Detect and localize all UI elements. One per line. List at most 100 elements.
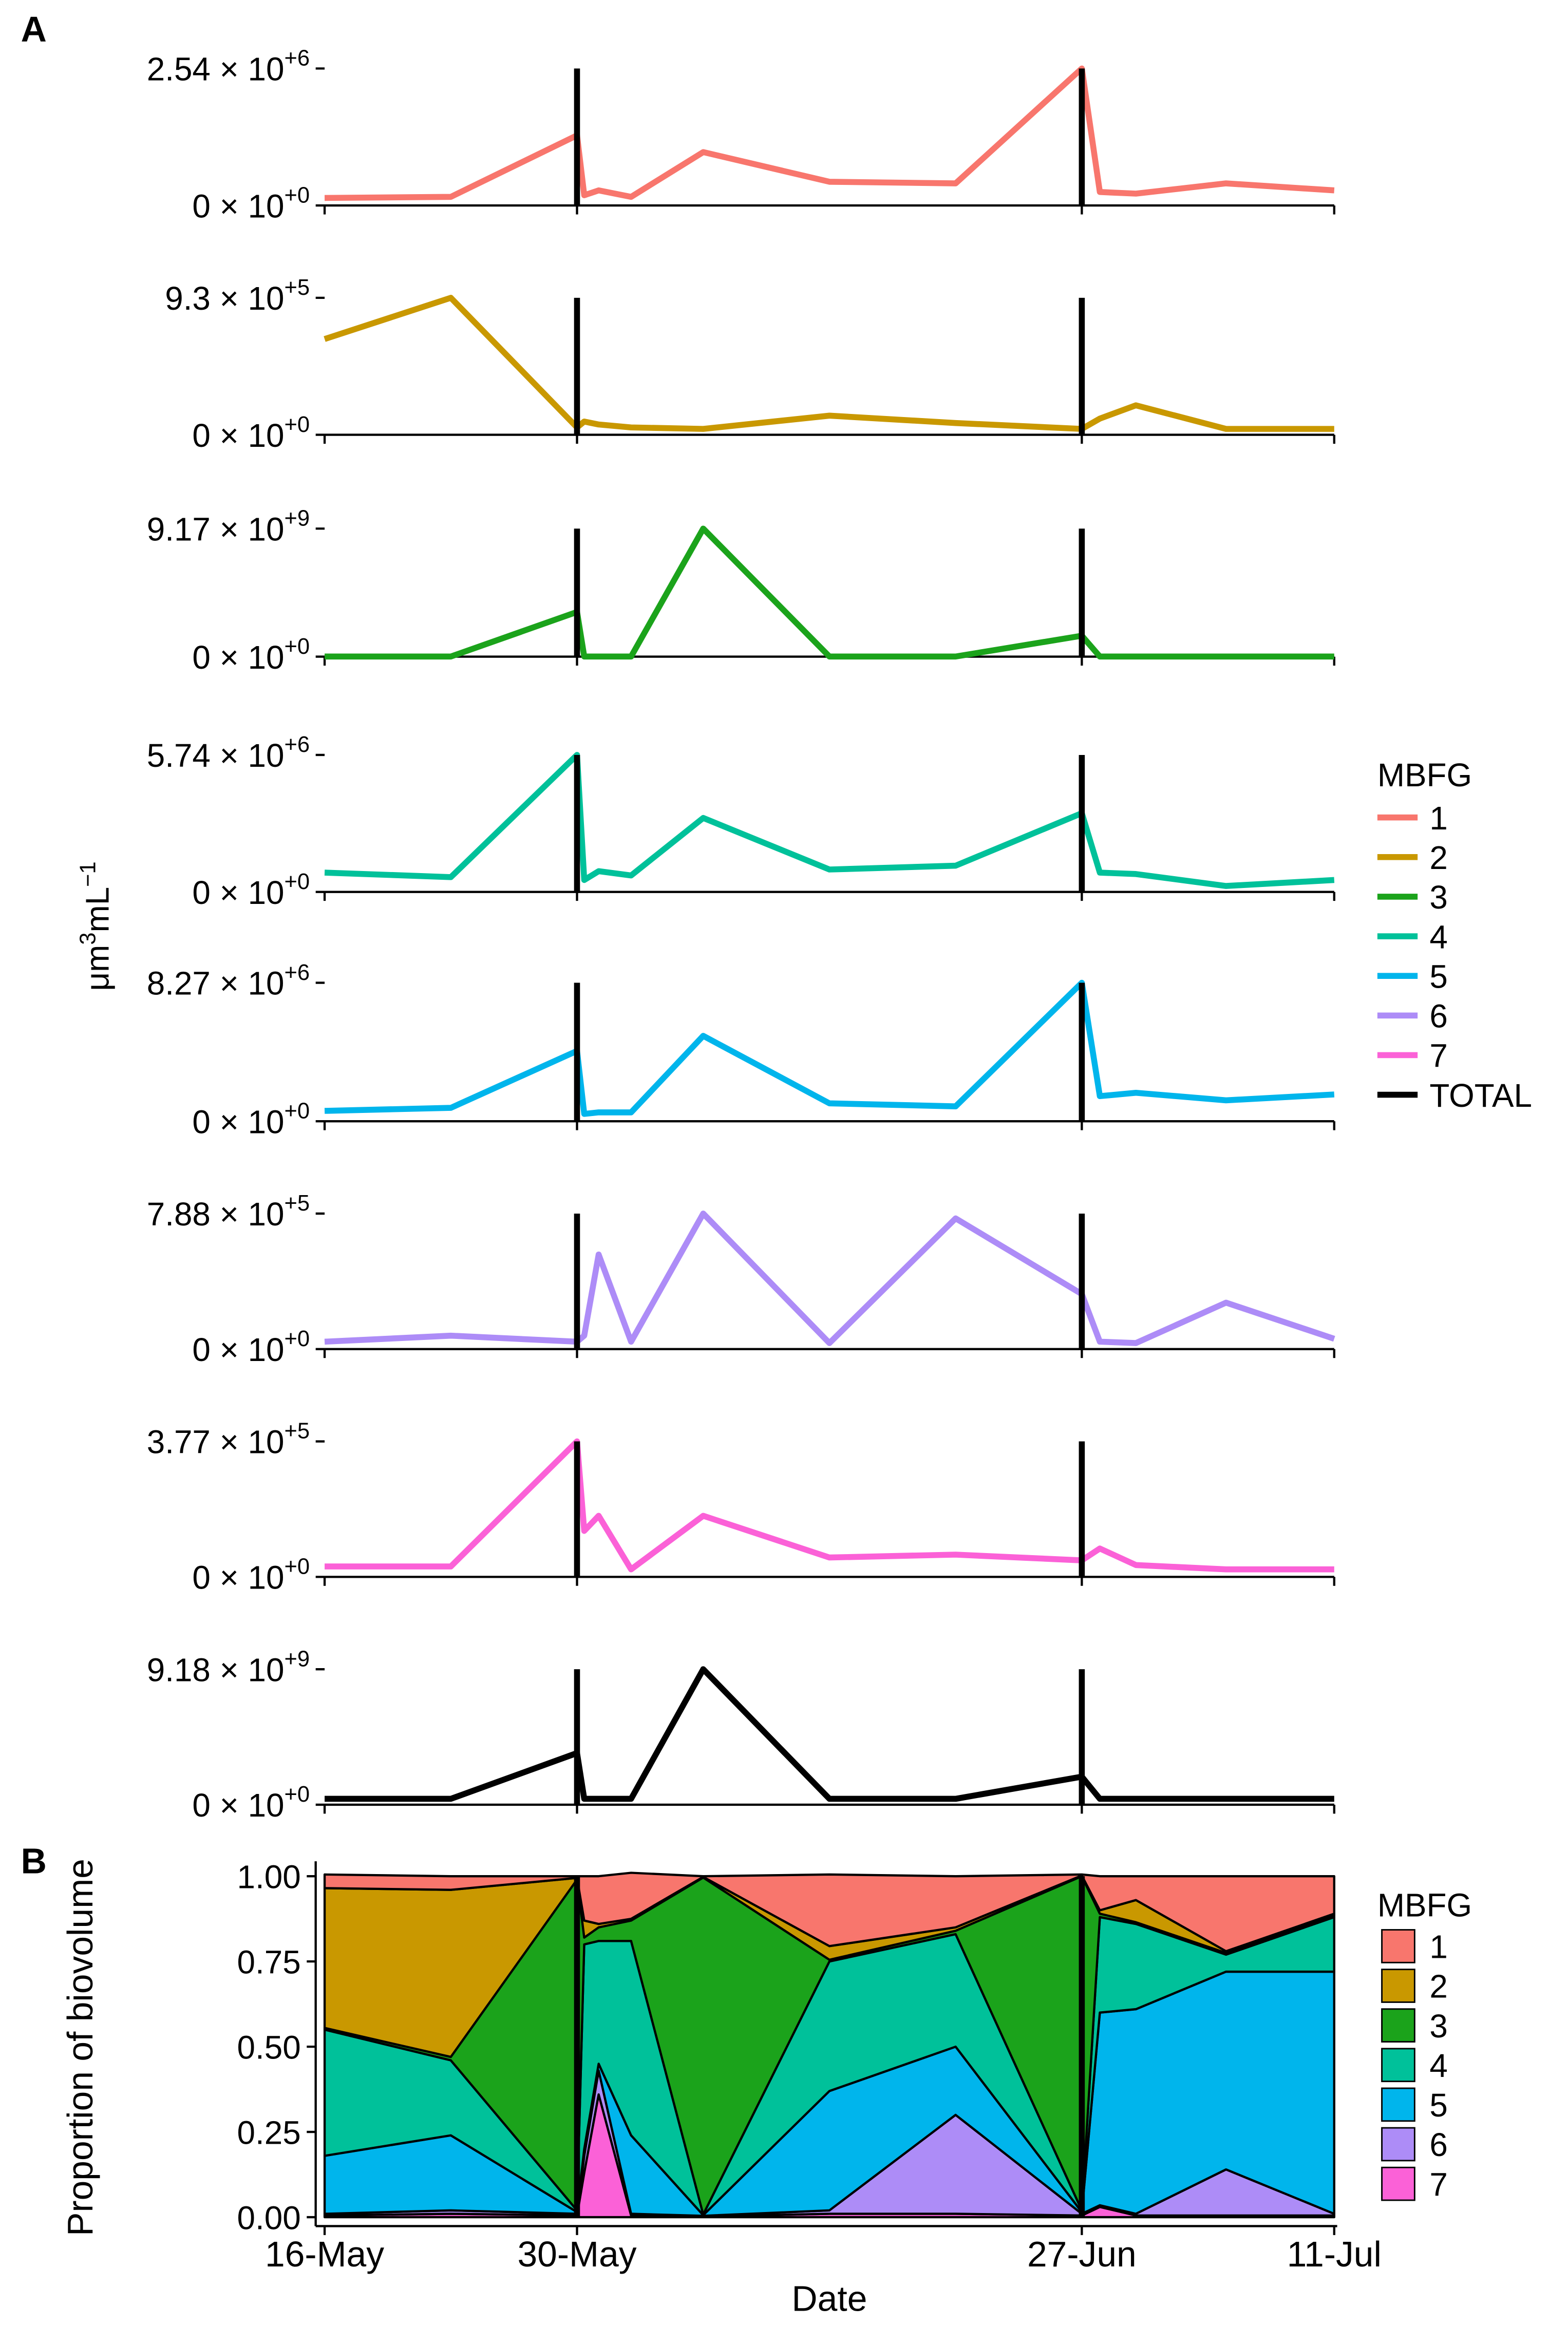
y-tick-label: 0 × 10+0 bbox=[192, 869, 310, 911]
y-tick-mantissa: 8.27 × 10 bbox=[147, 965, 285, 1002]
y-tick-mantissa: 0 × 10 bbox=[192, 874, 284, 911]
panel-label: B bbox=[21, 1841, 47, 1881]
y-tick-label: 9.17 × 10+9 bbox=[147, 506, 310, 547]
series-line bbox=[325, 1666, 1334, 1802]
x-tick-label: 30-May bbox=[517, 2234, 636, 2274]
series-line bbox=[324, 979, 1335, 1117]
legend-label: 6 bbox=[1429, 998, 1447, 1035]
legend-label: 2 bbox=[1429, 1968, 1447, 2005]
y-tick-exponent: +0 bbox=[285, 1782, 310, 1807]
y-axis-label-part: 3 bbox=[76, 932, 101, 944]
y-axis-label: Proportion of biovolume bbox=[60, 1859, 100, 2236]
y-tick-label: 0.75 bbox=[237, 1943, 301, 1980]
y-tick-label: 0 × 10+0 bbox=[192, 1782, 310, 1824]
legend-swatch bbox=[1381, 1969, 1415, 2003]
y-axis-label-part: mL bbox=[79, 887, 116, 933]
y-tick-label: 9.18 × 10+9 bbox=[147, 1647, 310, 1688]
y-tick-mantissa: 0 × 10 bbox=[192, 1787, 284, 1824]
y-tick-mantissa: 0 × 10 bbox=[192, 417, 284, 454]
legend-swatch bbox=[1381, 2087, 1415, 2122]
y-tick-label: 7.88 × 10+5 bbox=[147, 1191, 310, 1233]
y-tick-label: 0.00 bbox=[237, 2199, 301, 2236]
y-tick-label: 5.74 × 10+6 bbox=[147, 732, 310, 774]
y-tick-mantissa: 2.54 × 10 bbox=[147, 51, 285, 88]
legend-label: 2 bbox=[1429, 839, 1447, 876]
x-axis-label: Date bbox=[791, 2279, 867, 2319]
y-axis-label: μm3mL−1 bbox=[76, 861, 116, 991]
y-tick-label: 0 × 10+0 bbox=[192, 634, 310, 676]
series-line bbox=[325, 525, 1334, 660]
legend-label: 7 bbox=[1429, 2166, 1447, 2203]
legend-swatch bbox=[1381, 1929, 1415, 1963]
y-tick-exponent: +5 bbox=[285, 275, 310, 300]
y-tick-exponent: +5 bbox=[285, 1191, 310, 1216]
y-tick-exponent: +6 bbox=[285, 960, 310, 985]
y-axis-label-part: −1 bbox=[76, 861, 101, 887]
y-axis-label-part: μm bbox=[79, 945, 116, 991]
legend-swatch bbox=[1381, 2166, 1415, 2201]
y-tick-label: 9.3 × 10+5 bbox=[165, 275, 310, 317]
x-tick-label: 27-Jun bbox=[1027, 2234, 1137, 2274]
y-tick-mantissa: 0 × 10 bbox=[192, 1103, 284, 1140]
legend-label: 3 bbox=[1429, 879, 1447, 916]
y-tick-label: 3.77 × 10+5 bbox=[147, 1419, 310, 1461]
y-tick-exponent: +0 bbox=[285, 1555, 310, 1579]
y-tick-mantissa: 9.3 × 10 bbox=[165, 280, 284, 317]
y-tick-exponent: +0 bbox=[285, 1327, 310, 1351]
y-tick-label: 0 × 10+0 bbox=[192, 1099, 310, 1140]
y-tick-exponent: +0 bbox=[285, 869, 310, 894]
panel-label: A bbox=[21, 9, 47, 49]
y-tick-exponent: +6 bbox=[285, 732, 310, 757]
y-tick-exponent: +0 bbox=[285, 1099, 310, 1123]
series-line bbox=[325, 65, 1335, 201]
y-tick-label: 0 × 10+0 bbox=[192, 412, 310, 454]
y-tick-exponent: +0 bbox=[285, 183, 310, 207]
legend-swatch bbox=[1381, 2048, 1415, 2083]
legend-label: 1 bbox=[1429, 800, 1447, 837]
series-line bbox=[324, 1211, 1335, 1346]
y-tick-label: 0.25 bbox=[237, 2114, 301, 2151]
y-tick-mantissa: 0 × 10 bbox=[192, 639, 284, 676]
y-tick-mantissa: 9.17 × 10 bbox=[147, 511, 285, 547]
y-tick-exponent: +9 bbox=[285, 506, 310, 531]
y-tick-exponent: +0 bbox=[285, 412, 310, 437]
legend-label: TOTAL bbox=[1429, 1077, 1532, 1114]
legend-label: 1 bbox=[1429, 1929, 1447, 1965]
series-line bbox=[325, 1438, 1334, 1573]
y-tick-label: 2.54 × 10+6 bbox=[147, 46, 310, 88]
y-tick-mantissa: 0 × 10 bbox=[192, 187, 284, 224]
legend-label: 3 bbox=[1429, 2008, 1447, 2045]
y-tick-exponent: +5 bbox=[285, 1419, 310, 1444]
legend-label: 5 bbox=[1429, 958, 1447, 995]
y-tick-label: 0 × 10+0 bbox=[192, 1555, 310, 1596]
y-tick-mantissa: 3.77 × 10 bbox=[147, 1424, 285, 1461]
y-tick-label: 0 × 10+0 bbox=[192, 183, 310, 224]
legend-title: MBFG bbox=[1377, 1886, 1472, 1923]
y-tick-exponent: +0 bbox=[285, 634, 310, 659]
legend-swatch bbox=[1381, 2127, 1415, 2162]
legend-swatch bbox=[1381, 2008, 1415, 2043]
y-tick-label: 0.50 bbox=[237, 2029, 301, 2066]
series-line bbox=[324, 295, 1334, 432]
y-tick-label: 1.00 bbox=[237, 1858, 301, 1895]
stacked-area bbox=[323, 1872, 1335, 1953]
y-tick-exponent: +6 bbox=[285, 46, 310, 71]
y-tick-exponent: +9 bbox=[285, 1647, 310, 1671]
legend-label: 4 bbox=[1429, 2047, 1447, 2084]
y-tick-mantissa: 5.74 × 10 bbox=[147, 737, 285, 774]
y-tick-mantissa: 0 × 10 bbox=[192, 1331, 284, 1368]
legend-label: 5 bbox=[1429, 2087, 1447, 2124]
y-tick-mantissa: 7.88 × 10 bbox=[147, 1196, 285, 1233]
legend-label: 4 bbox=[1429, 918, 1447, 955]
legend-label: 7 bbox=[1429, 1037, 1447, 1074]
y-tick-mantissa: 9.18 × 10 bbox=[147, 1651, 285, 1688]
y-tick-label: 0 × 10+0 bbox=[192, 1327, 310, 1368]
series-line bbox=[324, 752, 1335, 889]
x-tick-label: 11-Jul bbox=[1287, 2234, 1382, 2274]
legend-title: MBFG bbox=[1377, 757, 1472, 793]
x-tick-label: 16-May bbox=[265, 2234, 384, 2274]
y-tick-label: 8.27 × 10+6 bbox=[147, 960, 310, 1002]
legend-label: 6 bbox=[1429, 2126, 1447, 2163]
